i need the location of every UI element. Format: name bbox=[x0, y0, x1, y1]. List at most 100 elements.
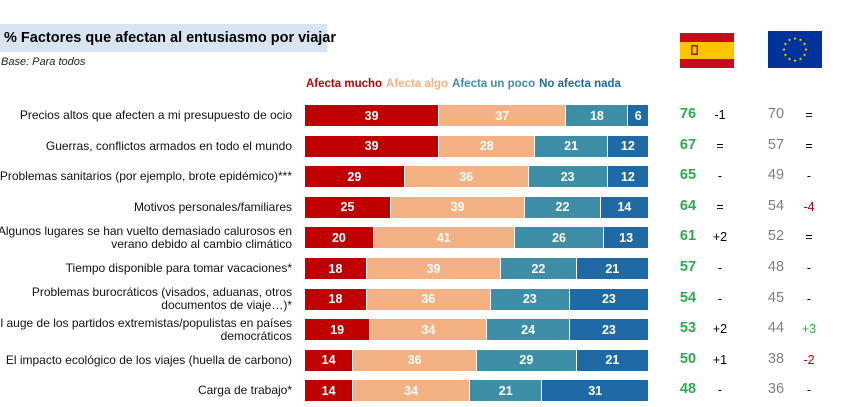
spain-total: 48 bbox=[679, 381, 697, 398]
bar-segment: 22 bbox=[501, 258, 577, 279]
bar-segment: 21 bbox=[470, 380, 543, 402]
spain-total: 64 bbox=[679, 197, 697, 214]
bar-segment: 39 bbox=[305, 135, 440, 157]
bar-segment: 22 bbox=[525, 196, 601, 218]
title-background bbox=[0, 24, 327, 52]
bar-segment: 39 bbox=[366, 258, 502, 279]
spain-total: 65 bbox=[679, 167, 697, 184]
bar-segment: 39 bbox=[391, 196, 526, 218]
eu-star bbox=[798, 57, 803, 61]
eu-flag-icon bbox=[768, 31, 822, 68]
bar-segment: 36 bbox=[404, 166, 529, 188]
category-label: El impacto ecológico de los viajes (huel… bbox=[5, 352, 292, 367]
category-label: Carga de trabajo* bbox=[197, 383, 292, 398]
spain-change: = bbox=[716, 199, 724, 214]
eu-total: 54 bbox=[767, 197, 785, 214]
bar-segment: 6 bbox=[628, 105, 649, 126]
bar-segment: 31 bbox=[542, 380, 649, 402]
bar-segment: 41 bbox=[373, 227, 515, 249]
bar-segment: 36 bbox=[366, 288, 491, 310]
bar-segment: 12 bbox=[607, 166, 649, 188]
chart-subtitle: Base: Para todos bbox=[1, 56, 86, 68]
category-label: Tiempo disponible para tomar vacaciones* bbox=[65, 261, 292, 275]
category-label: Precios altos que afecten a mi presupues… bbox=[19, 108, 292, 122]
legend: Afecta mucho Afecta algo Afecta un poco No … bbox=[306, 78, 625, 90]
eu-change: = bbox=[805, 138, 813, 153]
eu-change: -4 bbox=[803, 199, 815, 214]
eu-total: 57 bbox=[767, 136, 785, 153]
spain-change: - bbox=[717, 261, 723, 275]
eu-change: -2 bbox=[803, 352, 815, 367]
eu-total: 52 bbox=[767, 228, 785, 245]
bar-segment: 21 bbox=[576, 349, 649, 371]
eu-star bbox=[793, 58, 797, 62]
bar-segment: 14 bbox=[305, 380, 354, 402]
bar-segment: 29 bbox=[477, 349, 577, 371]
legend-item-no-afecta-nada: No afecta nada bbox=[539, 78, 621, 90]
eu-star bbox=[783, 53, 788, 57]
spain-change: +1 bbox=[712, 352, 728, 367]
bar-segment: 18 bbox=[305, 288, 367, 310]
bar-segment: 36 bbox=[353, 349, 477, 371]
spain-change: - bbox=[717, 291, 723, 306]
bar-segment: 23 bbox=[569, 288, 649, 310]
bar-segment: 34 bbox=[353, 380, 471, 402]
bar-segment: 14 bbox=[305, 349, 354, 371]
category-label: Algunos lugares se han vuelto demasiado … bbox=[0, 223, 292, 251]
bar-segment: 14 bbox=[600, 196, 649, 218]
spain-change: +2 bbox=[712, 230, 728, 245]
eu-star bbox=[783, 42, 788, 46]
eu-total: 70 bbox=[767, 106, 785, 122]
spain-flag-icon bbox=[680, 33, 734, 68]
bar-segment: 21 bbox=[535, 135, 608, 157]
bar-segment: 23 bbox=[490, 288, 570, 310]
bar-segment: 12 bbox=[607, 135, 649, 157]
eu-total: 45 bbox=[767, 289, 785, 306]
spain-change: -1 bbox=[714, 108, 726, 122]
eu-total: 48 bbox=[767, 259, 785, 275]
eu-total: 49 bbox=[767, 167, 785, 184]
eu-change: - bbox=[806, 383, 812, 398]
eu-star bbox=[793, 36, 797, 40]
eu-total: 36 bbox=[767, 381, 785, 398]
bar-segment: 28 bbox=[439, 135, 536, 157]
bar-segment: 18 bbox=[566, 105, 629, 126]
eu-star bbox=[782, 47, 786, 51]
bar-segment: 13 bbox=[604, 227, 649, 249]
bar-segment: 19 bbox=[305, 319, 371, 341]
spain-total: 76 bbox=[679, 106, 697, 122]
category-label: Guerras, conflictos armados en todo el m… bbox=[45, 138, 292, 153]
eu-change: - bbox=[806, 291, 812, 306]
bar-segment: 29 bbox=[305, 166, 405, 188]
eu-star bbox=[798, 38, 803, 42]
bar-segment: 24 bbox=[487, 319, 570, 341]
category-label: Problemas burocráticos (visados, aduanas… bbox=[31, 285, 292, 313]
spain-total: 50 bbox=[679, 350, 697, 367]
spain-change: - bbox=[717, 169, 723, 184]
eu-change: - bbox=[806, 169, 812, 184]
eu-star bbox=[787, 38, 792, 42]
eu-star bbox=[787, 57, 792, 61]
spain-total: 61 bbox=[679, 228, 697, 245]
eu-star bbox=[804, 47, 808, 51]
legend-item-afecta-algo: Afecta algo bbox=[386, 78, 449, 90]
eu-total: 38 bbox=[767, 350, 785, 367]
spain-total: 54 bbox=[679, 289, 697, 306]
legend-item-afecta-un-poco: Afecta un poco bbox=[452, 78, 536, 90]
bar-segment: 37 bbox=[439, 105, 567, 126]
eu-star bbox=[802, 42, 807, 46]
chart-title: % Factores que afectan al entusiasmo por… bbox=[4, 30, 337, 46]
spain-change: +2 bbox=[712, 322, 728, 337]
eu-star bbox=[802, 53, 807, 57]
bar-segment: 34 bbox=[370, 319, 488, 341]
category-label: Motivos personales/familiares bbox=[133, 199, 292, 214]
eu-change: = bbox=[805, 108, 813, 122]
spain-total: 53 bbox=[679, 320, 697, 337]
bar-segment: 23 bbox=[528, 166, 608, 188]
eu-change: = bbox=[805, 230, 813, 245]
spain-change: = bbox=[716, 138, 724, 153]
bar-segment: 18 bbox=[305, 258, 367, 279]
bar-segment: 39 bbox=[305, 105, 440, 126]
legend-item-afecta-mucho: Afecta mucho bbox=[306, 78, 383, 90]
bar-segment: 21 bbox=[576, 258, 649, 279]
